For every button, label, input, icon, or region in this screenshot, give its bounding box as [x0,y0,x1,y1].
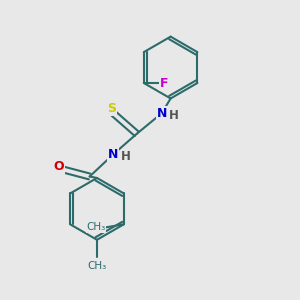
Text: N: N [157,107,167,120]
Text: H: H [121,150,130,163]
Text: CH₃: CH₃ [86,222,105,232]
Text: H: H [169,109,179,122]
Text: CH₃: CH₃ [87,261,106,271]
Text: S: S [107,102,116,115]
Text: F: F [160,76,169,89]
Text: N: N [108,148,119,161]
Text: O: O [53,160,64,173]
